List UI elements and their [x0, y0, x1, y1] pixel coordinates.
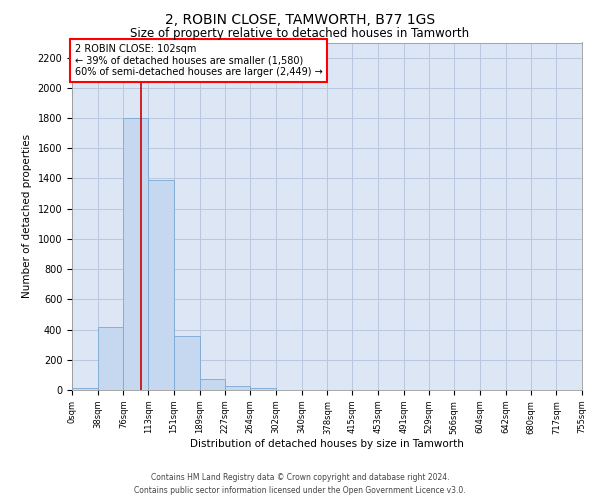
Bar [174, 336, 200, 390]
Bar [72, 388, 98, 390]
Bar [250, 388, 276, 390]
Text: 2 ROBIN CLOSE: 102sqm
← 39% of detached houses are smaller (1,580)
60% of semi-d: 2 ROBIN CLOSE: 102sqm ← 39% of detached … [74, 44, 322, 78]
Bar [124, 118, 148, 390]
Bar [98, 326, 124, 390]
Bar [148, 180, 174, 390]
X-axis label: Distribution of detached houses by size in Tamworth: Distribution of detached houses by size … [190, 440, 464, 450]
Bar [226, 386, 250, 390]
Bar [200, 378, 226, 390]
Text: Size of property relative to detached houses in Tamworth: Size of property relative to detached ho… [130, 28, 470, 40]
Text: 2, ROBIN CLOSE, TAMWORTH, B77 1GS: 2, ROBIN CLOSE, TAMWORTH, B77 1GS [165, 12, 435, 26]
Text: Contains HM Land Registry data © Crown copyright and database right 2024.
Contai: Contains HM Land Registry data © Crown c… [134, 474, 466, 495]
Y-axis label: Number of detached properties: Number of detached properties [22, 134, 32, 298]
